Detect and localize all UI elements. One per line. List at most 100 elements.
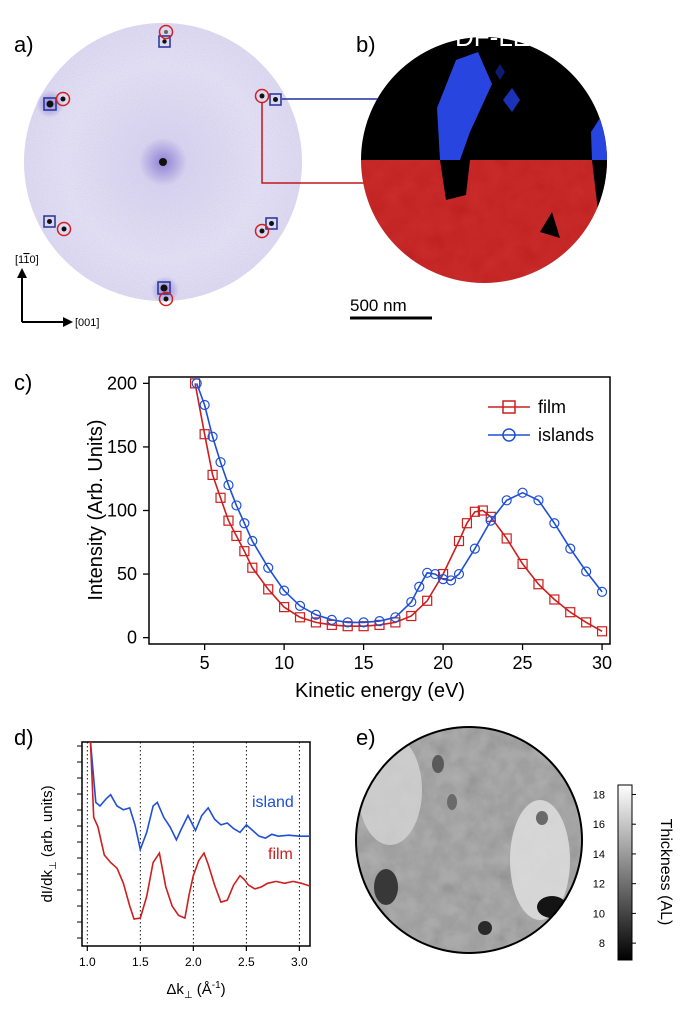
data-point-islands — [374, 616, 385, 627]
thickness-dark-spot — [432, 755, 444, 773]
data-point-islands — [437, 574, 449, 585]
data-point-islands — [549, 518, 560, 529]
y-tick-label: 0 — [127, 628, 137, 648]
data-point-islands — [191, 378, 202, 389]
data-point-film — [231, 530, 242, 542]
colorbar-ticks: 18 16 14 12 10 8 — [593, 789, 636, 950]
direction-label-y: [110] — [15, 254, 39, 266]
series-line-film — [89, 741, 311, 920]
chart-c-legend: film islands — [488, 397, 594, 445]
data-point-islands — [390, 612, 401, 623]
data-point-islands — [430, 568, 441, 580]
leem-dark-island-small — [540, 212, 560, 238]
data-point-islands — [231, 500, 242, 511]
data-point-film — [469, 506, 480, 517]
x-tick-label: 15 — [354, 653, 374, 673]
data-point-islands — [581, 566, 592, 577]
x-tick-label: 2.5 — [238, 955, 255, 969]
data-point-film — [581, 617, 592, 628]
data-point-islands — [294, 600, 306, 611]
colorbar-tick-label: 12 — [593, 879, 605, 891]
direction-label-x: [001] — [75, 317, 99, 329]
data-point-islands — [223, 479, 234, 491]
chart-c-frame — [148, 376, 611, 645]
data-point-islands — [422, 567, 433, 578]
data-point-film — [239, 546, 250, 557]
direction-axes: [110] [001] — [15, 254, 99, 329]
colorbar-title: Thickness (AL) — [657, 819, 674, 926]
data-point-islands — [358, 617, 369, 628]
island-spot-marker — [43, 215, 56, 228]
thickness-bright-region-right — [510, 800, 570, 920]
colorbar-tick-label: 10 — [593, 908, 605, 920]
y-tick-label: 150 — [107, 437, 137, 457]
leed-spots — [36, 24, 282, 307]
chart-c-series — [190, 378, 608, 637]
island-spot-marker — [158, 35, 171, 48]
panel-c-label: c) — [14, 370, 32, 395]
leem-island-small — [503, 88, 520, 112]
thickness-map — [356, 727, 582, 953]
leed-center-spot — [159, 158, 167, 166]
data-point-film — [207, 469, 218, 480]
chart-d-frame — [81, 741, 311, 947]
x-tick-label: 25 — [513, 653, 533, 673]
y-tick-label: 50 — [117, 564, 137, 584]
data-point-film — [501, 533, 512, 544]
leem-island-right — [591, 92, 607, 160]
series-line-islands — [195, 383, 603, 624]
data-point-film — [215, 492, 226, 503]
panel-b-label: b) — [356, 32, 376, 57]
data-point-film — [565, 607, 576, 618]
data-point-film — [247, 562, 258, 573]
island-spot-marker — [43, 97, 57, 111]
data-point-islands — [263, 562, 274, 573]
island-spot-marker — [265, 217, 278, 230]
thickness-dark-spot — [478, 921, 492, 935]
data-point-islands — [310, 609, 322, 620]
colorbar-tick-label: 16 — [593, 819, 605, 831]
data-point-islands — [279, 585, 290, 596]
x-tick-label: 30 — [592, 653, 612, 673]
legend-islands-marker — [502, 428, 516, 442]
data-point-islands — [445, 575, 457, 586]
leem-image — [361, 37, 607, 283]
chart-d-island-label: island — [252, 794, 294, 811]
film-spot-marker — [55, 91, 71, 107]
chart-c-xlabel: Kinetic energy (eV) — [295, 680, 465, 702]
data-point-islands — [406, 596, 417, 608]
series-islands — [191, 378, 608, 628]
colorbar — [617, 784, 633, 961]
data-point-islands — [215, 457, 226, 468]
data-point-islands — [533, 495, 544, 506]
colorbar-tick-label: 18 — [593, 789, 605, 801]
data-point-islands — [239, 518, 250, 529]
chart-c-ylabel: Intensity (Arb. Units) — [85, 419, 107, 600]
film-spot-marker — [158, 291, 174, 307]
island-spot-marker — [269, 93, 282, 106]
film-connector-line — [261, 102, 398, 184]
thickness-dark-spot — [447, 794, 457, 810]
chart-d-ticks: 1.0 1.5 2.0 2.5 3.0 — [77, 745, 308, 969]
colorbar-tick-label: 14 — [593, 849, 605, 861]
data-point-islands — [414, 581, 425, 592]
thickness-dark-spot — [374, 869, 398, 905]
data-point-film — [310, 617, 322, 628]
panel-c: c) 5 10 15 20 25 30 0 50 100 150 200 Kinetic energ… — [14, 370, 612, 702]
thickness-dark-spot — [536, 811, 548, 825]
leem-dark-island-right — [592, 160, 607, 236]
chart-d-gridlines — [86, 742, 300, 946]
data-point-islands — [485, 515, 496, 526]
scale-bar-label: 500 nm — [350, 296, 407, 315]
leem-island-left — [437, 52, 492, 160]
colorbar-tick-label: 8 — [599, 938, 605, 950]
data-point-film — [263, 584, 274, 595]
x-tick-label: 5 — [200, 653, 210, 673]
data-point-film — [453, 535, 465, 547]
data-point-islands — [453, 568, 465, 580]
island-spot-marker — [157, 281, 171, 295]
data-point-islands — [517, 487, 528, 498]
panel-e-label: e) — [356, 725, 376, 750]
x-tick-label: 10 — [274, 653, 294, 673]
